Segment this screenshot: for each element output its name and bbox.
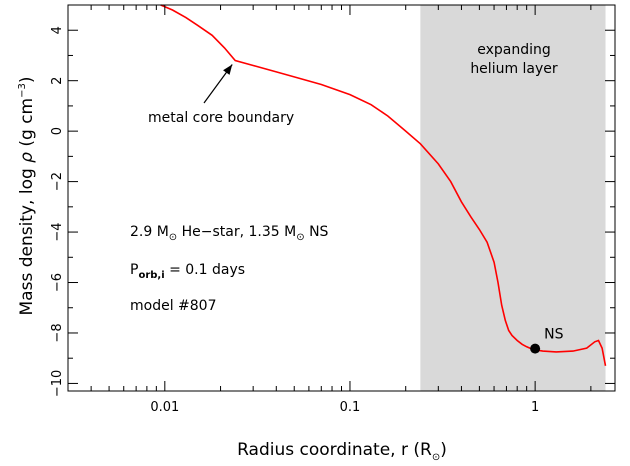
y-tick-label: −8 (50, 323, 65, 342)
helium-layer-label-line2: helium layer (470, 61, 558, 77)
y-axis-ticks: −10 −8 −6 −4 −2 0 2 4 (50, 4, 615, 397)
model-number-label: model #807 (130, 298, 217, 314)
y-tick-label: −4 (50, 222, 65, 241)
neutron-star-label: NS (544, 327, 563, 343)
y-axis-title: Mass density, log ρ (g cm−3) (17, 77, 37, 316)
expanding-helium-layer-region (420, 5, 606, 391)
model-masses-label: 2.9 M⊙ He−star, 1.35 M⊙ NS (130, 224, 329, 243)
core-boundary-label: metal core boundary (148, 110, 294, 126)
helium-layer-label-line1: expanding (477, 42, 551, 58)
orbital-period-label: Porb,i = 0.1 days (130, 262, 245, 281)
y-tick-label: −2 (50, 172, 65, 191)
x-tick-label: 0.01 (150, 400, 179, 415)
x-axis-ticks: 0.01 0.1 1 (67, 5, 592, 415)
core-boundary-arrow-head (223, 64, 233, 75)
x-tick-label: 0.1 (340, 400, 361, 415)
y-tick-label: 2 (50, 77, 65, 85)
x-tick-label: 1 (531, 400, 539, 415)
neutron-star-point (530, 343, 541, 354)
x-axis-title: Radius coordinate, r (R⊙) (237, 440, 447, 463)
y-tick-label: 0 (50, 127, 65, 135)
y-tick-label: 4 (50, 26, 65, 34)
y-tick-label: −6 (50, 273, 65, 292)
density-series-line (160, 4, 607, 366)
y-tick-label: −10 (50, 370, 65, 397)
